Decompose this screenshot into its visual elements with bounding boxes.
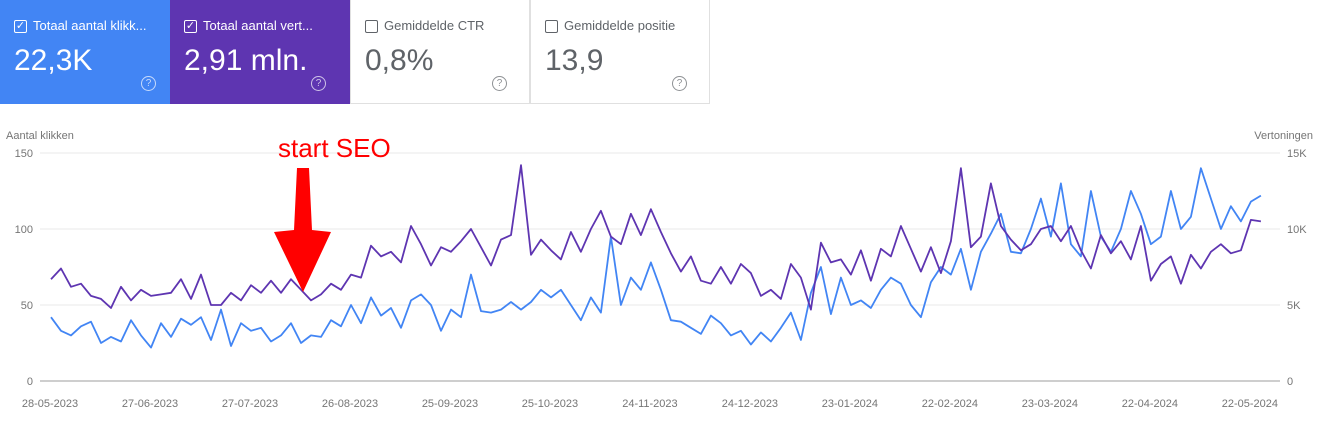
metric-card-position[interactable]: Gemiddelde positie 13,9 ? <box>530 0 710 104</box>
x-tick: 23-01-2024 <box>822 398 878 410</box>
y-tick-left: 0 <box>27 376 33 388</box>
x-tick: 23-03-2024 <box>1022 398 1078 410</box>
metric-card-impressions[interactable]: ✓ Totaal aantal vert... 2,91 mln. ? <box>170 0 350 104</box>
checkbox-checked-icon[interactable]: ✓ <box>184 20 197 33</box>
x-tick: 24-12-2023 <box>722 398 778 410</box>
metric-card-ctr[interactable]: Gemiddelde CTR 0,8% ? <box>350 0 530 104</box>
checkbox-checked-icon[interactable]: ✓ <box>14 20 27 33</box>
series-line-left <box>50 167 1262 349</box>
help-icon[interactable]: ? <box>141 76 156 91</box>
y-tick-left: 100 <box>15 224 33 236</box>
metric-value: 2,91 mln. <box>184 44 308 77</box>
x-tick: 22-04-2024 <box>1122 398 1178 410</box>
checkbox-unchecked-icon[interactable] <box>365 20 378 33</box>
y-tick-left: 150 <box>15 148 33 160</box>
y-tick-right: 5K <box>1287 300 1301 312</box>
series-line-right <box>50 164 1262 311</box>
y-tick-right: 15K <box>1287 148 1307 160</box>
x-tick: 28-05-2023 <box>22 398 78 410</box>
y-tick-right: 0 <box>1287 376 1293 388</box>
x-tick: 25-09-2023 <box>422 398 478 410</box>
help-icon[interactable]: ? <box>492 76 507 91</box>
metric-value: 0,8% <box>365 44 434 77</box>
help-icon[interactable]: ? <box>311 76 326 91</box>
y-tick-left: 50 <box>21 300 33 312</box>
y-tick-right: 10K <box>1287 224 1307 236</box>
x-tick: 22-02-2024 <box>922 398 978 410</box>
arrow-down-icon <box>274 168 331 292</box>
x-tick: 24-11-2023 <box>622 398 677 410</box>
checkbox-unchecked-icon[interactable] <box>545 20 558 33</box>
y-axis-left-title: Aantal klikken <box>6 130 74 142</box>
x-tick: 25-10-2023 <box>522 398 578 410</box>
x-tick: 27-07-2023 <box>222 398 278 410</box>
x-tick: 22-05-2024 <box>1222 398 1278 410</box>
x-tick: 26-08-2023 <box>322 398 378 410</box>
help-icon[interactable]: ? <box>672 76 687 91</box>
y-axis-right-title: Vertoningen <box>1254 130 1313 142</box>
metric-value: 22,3K <box>14 44 93 77</box>
x-tick: 27-06-2023 <box>122 398 178 410</box>
annotation-start-seo: start SEO <box>278 133 391 163</box>
metric-card-clicks[interactable]: ✓ Totaal aantal klikk... 22,3K ? <box>0 0 170 104</box>
metric-value: 13,9 <box>545 44 604 77</box>
